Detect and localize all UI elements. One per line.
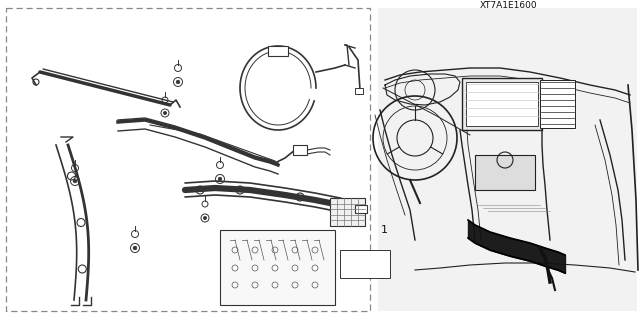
Bar	[378, 8, 637, 311]
Text: XT7A1E1600: XT7A1E1600	[480, 1, 538, 10]
Bar	[540, 80, 575, 128]
Circle shape	[176, 80, 180, 84]
Circle shape	[204, 216, 207, 219]
Bar	[330, 198, 365, 226]
Bar	[268, 46, 288, 56]
Bar	[462, 78, 542, 130]
Text: 1: 1	[381, 225, 388, 235]
Bar	[340, 250, 390, 278]
Bar	[475, 155, 535, 190]
Circle shape	[73, 179, 77, 183]
Bar	[355, 205, 367, 213]
Bar	[355, 88, 363, 94]
Bar	[220, 230, 335, 305]
Bar	[293, 145, 307, 155]
Circle shape	[133, 246, 137, 250]
Circle shape	[218, 177, 222, 181]
Bar	[6, 8, 370, 311]
Circle shape	[163, 111, 166, 115]
Bar	[466, 82, 538, 126]
